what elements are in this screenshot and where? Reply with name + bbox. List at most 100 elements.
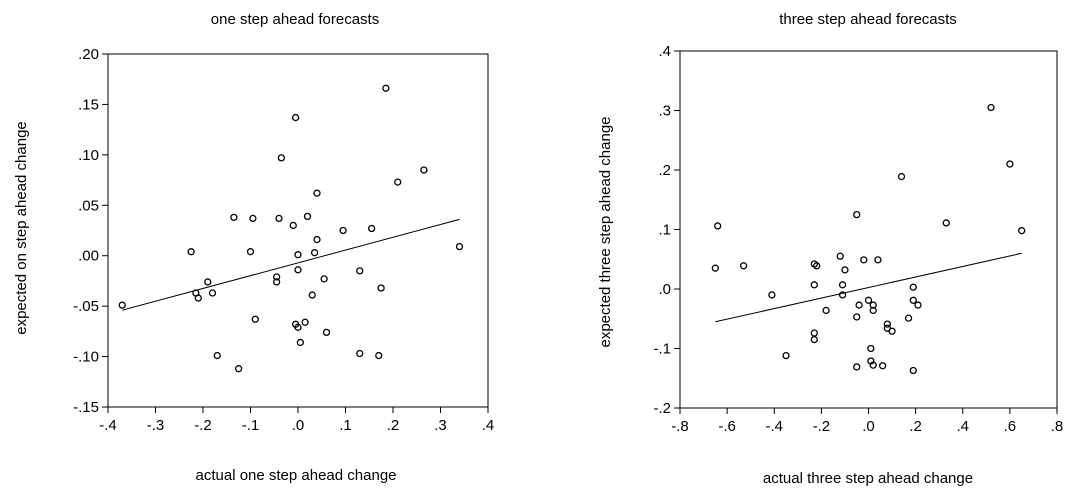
y-tick-label: .05 (78, 197, 99, 214)
chart-one-step-ahead: one step ahead forecasts expected on ste… (13, 11, 494, 484)
data-point (914, 301, 922, 309)
y-tick-label: .3 (658, 103, 671, 120)
y-tick-label: .4 (658, 43, 671, 60)
data-point (864, 296, 873, 304)
y-tick-label: .00 (78, 248, 99, 265)
y-tick-label: -.1 (653, 341, 671, 358)
x-tick-label: -.6 (718, 418, 736, 435)
chart-title: three step ahead forecasts (779, 11, 957, 28)
data-point (272, 273, 281, 281)
y-axis-label: expected on step ahead change (13, 121, 30, 335)
data-point (909, 283, 917, 291)
y-tick-label: -.05 (73, 298, 99, 315)
x-tick-label: -.4 (99, 417, 117, 434)
data-point (213, 351, 221, 360)
data-point (310, 249, 319, 257)
x-tick-label: -.2 (194, 417, 212, 434)
x-tick-label: .2 (387, 417, 400, 434)
data-point (246, 248, 255, 256)
data-point (377, 284, 385, 292)
x-tick-label: .0 (862, 418, 875, 435)
data-point (714, 222, 722, 230)
y-axis-label: expected three step ahead change (597, 116, 614, 347)
data-point (904, 314, 913, 322)
data-point (294, 323, 302, 331)
data-point (888, 327, 896, 335)
y-tick-label: .0 (658, 281, 671, 298)
data-point (853, 210, 861, 219)
data-point (339, 226, 347, 235)
y-tick-label: .10 (78, 147, 99, 164)
data-point (320, 275, 328, 283)
data-point (853, 313, 861, 321)
x-tick-label: -.2 (813, 418, 831, 435)
x-tick-label: -.8 (671, 418, 689, 435)
x-tick-label: .3 (434, 417, 447, 434)
fit-line (122, 218, 460, 311)
data-point (860, 256, 868, 264)
x-tick-label: .2 (909, 418, 922, 435)
data-point (909, 296, 917, 304)
y-tick-label: .2 (658, 162, 671, 179)
data-point (782, 351, 790, 360)
data-point (420, 166, 428, 174)
data-point (275, 214, 283, 223)
data-point (822, 306, 830, 315)
data-point (810, 329, 818, 337)
x-axis-label: actual one step ahead change (196, 467, 397, 484)
data-point (294, 266, 302, 274)
data-point (869, 361, 877, 369)
data-point (382, 84, 390, 92)
x-axis-label: actual three step ahead change (763, 470, 973, 487)
data-point (367, 224, 376, 233)
x-tick-label: .8 (1051, 418, 1064, 435)
data-point (394, 178, 402, 186)
x-tick-label: .1 (339, 417, 352, 434)
data-point (356, 267, 364, 275)
data-point (878, 362, 887, 370)
data-point (867, 344, 875, 353)
data-point (869, 301, 877, 309)
y-tick-label: .1 (658, 222, 671, 239)
data-point (1018, 227, 1026, 235)
data-point (294, 251, 302, 259)
data-point (313, 235, 321, 244)
data-point (249, 214, 257, 223)
x-tick-label: -.4 (765, 418, 783, 435)
data-point (942, 219, 950, 227)
data-point (234, 365, 243, 373)
data-point (291, 113, 300, 122)
data-point (841, 266, 849, 274)
data-point (322, 328, 331, 337)
x-tick-label: .0 (292, 417, 305, 434)
x-tick-label: .6 (1004, 418, 1017, 435)
data-point (987, 103, 995, 112)
chart-title: one step ahead forecasts (211, 11, 379, 28)
data-point (853, 363, 861, 371)
data-point (836, 252, 844, 260)
y-tick-label: .20 (78, 46, 99, 63)
x-tick-label: .4 (482, 417, 495, 434)
y-tick-label: -.15 (73, 399, 99, 416)
data-point (897, 172, 906, 181)
data-point (1006, 160, 1014, 168)
fit-line (715, 252, 1022, 323)
data-point (883, 320, 891, 328)
data-point (375, 351, 383, 360)
data-point (810, 335, 818, 344)
x-tick-label: -.1 (242, 417, 260, 434)
data-point (208, 289, 217, 297)
data-point (194, 294, 202, 302)
data-point (303, 212, 312, 221)
data-point (813, 262, 821, 270)
data-point (855, 301, 863, 309)
data-point (308, 291, 316, 299)
data-point (874, 256, 882, 264)
data-point (356, 349, 364, 358)
data-point (230, 213, 238, 222)
data-point (838, 281, 847, 289)
data-point (810, 281, 818, 289)
chart-three-step-ahead: three step ahead forecasts expected thre… (597, 11, 1063, 487)
plot-frame (107, 53, 489, 408)
data-point (289, 221, 297, 230)
